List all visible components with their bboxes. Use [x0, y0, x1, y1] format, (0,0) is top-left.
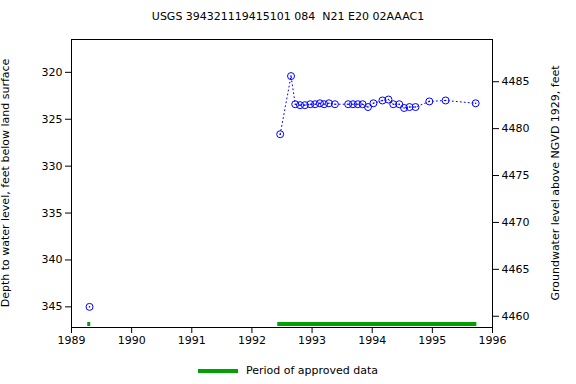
- svg-text:345: 345: [42, 300, 63, 313]
- svg-text:330: 330: [42, 160, 63, 173]
- svg-text:1993: 1993: [298, 334, 326, 347]
- html-text:Depth to water level, feet bel: Depth to water level, feet below land su…: [0, 58, 12, 308]
- svg-text:4460: 4460: [502, 310, 530, 323]
- svg-text:4465: 4465: [502, 263, 530, 276]
- svg-text:4470: 4470: [502, 216, 530, 229]
- svg-text:1991: 1991: [178, 334, 206, 347]
- svg-text:1992: 1992: [238, 334, 266, 347]
- svg-text:1989: 1989: [58, 334, 86, 347]
- svg-text:335: 335: [42, 207, 63, 220]
- svg-text:1990: 1990: [118, 334, 146, 347]
- svg-text:4480: 4480: [502, 122, 530, 135]
- svg-text:1996: 1996: [479, 334, 507, 347]
- svg-text:4485: 4485: [502, 75, 530, 88]
- svg-text:1994: 1994: [358, 334, 386, 347]
- svg-text:340: 340: [42, 253, 63, 266]
- html-text:Groundwater level above NGVD 1: Groundwater level above NGVD 1929, feet: [549, 65, 562, 301]
- html-text:Period of approved data: Period of approved data: [245, 364, 379, 377]
- svg-text:325: 325: [42, 113, 63, 126]
- svg-text:320: 320: [42, 66, 63, 79]
- svg-text:1995: 1995: [418, 334, 446, 347]
- html-text:USGS 394321119415101 084 N21 E: USGS 394321119415101 084 N21 E20 02AAAC1: [151, 10, 425, 23]
- svg-text:4475: 4475: [502, 169, 530, 182]
